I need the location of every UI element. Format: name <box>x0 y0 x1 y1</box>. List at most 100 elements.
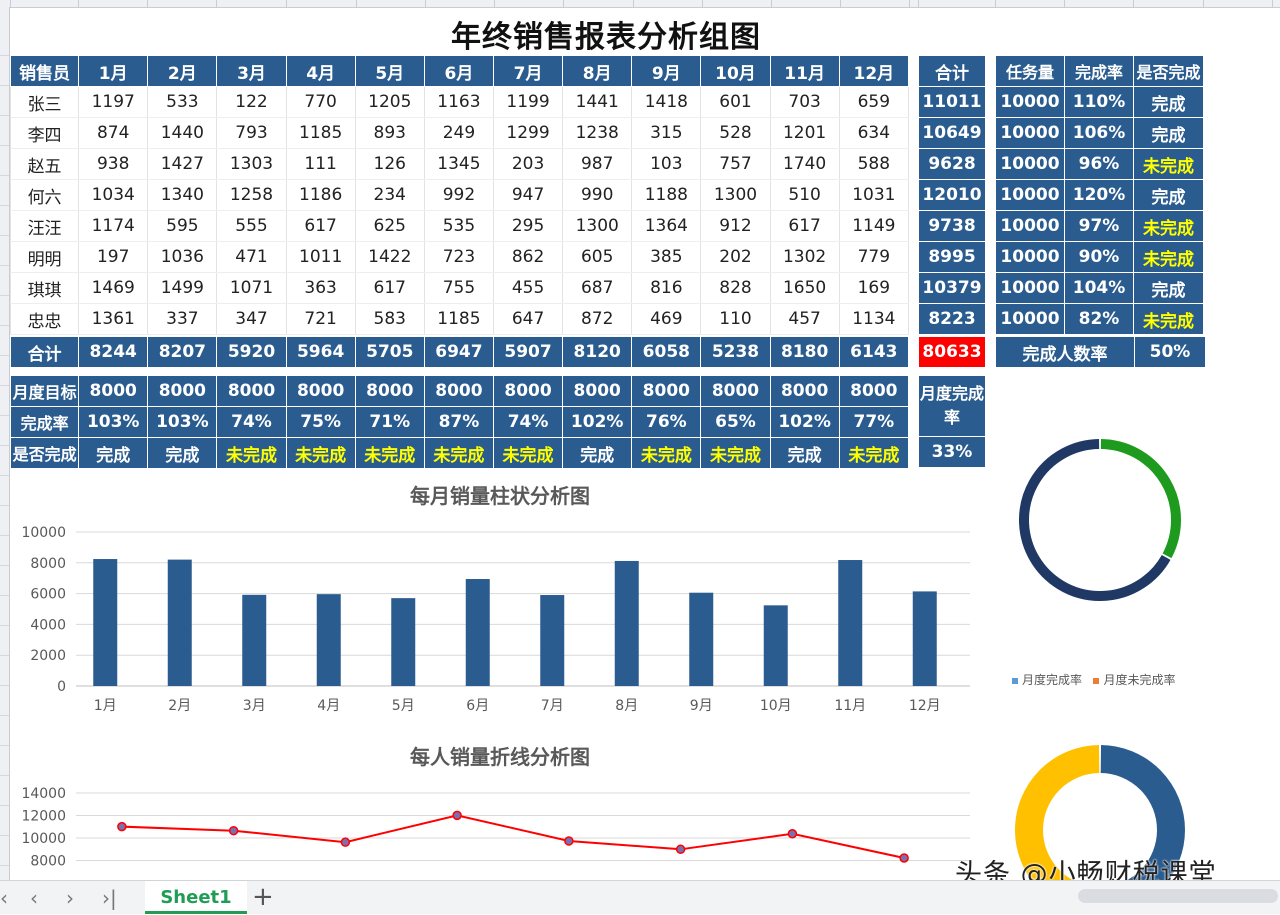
line-series[interactable] <box>121 814 905 859</box>
monthly-status-cell[interactable]: 完成 <box>562 437 633 469</box>
sales-value-cell[interactable]: 1036 <box>147 241 218 273</box>
sales-value-cell[interactable]: 1300 <box>700 179 771 211</box>
column-header-cell[interactable]: 1月 <box>78 55 149 87</box>
monthly-total-cell[interactable]: 6143 <box>838 336 910 368</box>
monthly-status-cell[interactable]: 未完成 <box>216 437 287 469</box>
sales-value-cell[interactable]: 755 <box>423 272 494 304</box>
monthly-total-cell[interactable]: 8180 <box>769 336 840 368</box>
bar-mark[interactable] <box>167 559 192 686</box>
task-amount-cell[interactable]: 10000 <box>995 86 1065 118</box>
sales-value-cell[interactable]: 938 <box>78 148 149 180</box>
salesperson-name-cell[interactable]: 汪汪 <box>9 210 80 242</box>
sales-value-cell[interactable]: 617 <box>769 210 840 242</box>
bar-mark[interactable] <box>912 591 937 686</box>
task-amount-cell[interactable]: 10000 <box>995 241 1065 273</box>
sales-value-cell[interactable]: 315 <box>631 117 702 149</box>
monthly-rate-cell[interactable]: 74% <box>216 406 287 438</box>
task-status-cell[interactable]: 未完成 <box>1133 241 1204 273</box>
sales-value-cell[interactable]: 1199 <box>492 86 564 118</box>
sales-value-cell[interactable]: 1469 <box>78 272 149 304</box>
column-header-cell[interactable]: 销售员 <box>9 55 80 87</box>
sales-value-cell[interactable]: 1201 <box>769 117 840 149</box>
sales-value-cell[interactable]: 893 <box>354 117 425 149</box>
sales-value-cell[interactable]: 202 <box>700 241 771 273</box>
sales-value-cell[interactable]: 1011 <box>285 241 356 273</box>
sales-value-cell[interactable]: 535 <box>423 210 494 242</box>
column-header-cell[interactable]: 6月 <box>423 55 494 87</box>
sales-value-cell[interactable]: 469 <box>631 303 702 335</box>
sales-value-cell[interactable]: 1361 <box>78 303 149 335</box>
sales-value-cell[interactable]: 126 <box>354 148 425 180</box>
sales-value-cell[interactable]: 528 <box>700 117 771 149</box>
sales-value-cell[interactable]: 103 <box>631 148 702 180</box>
column-header-cell[interactable]: 12月 <box>838 55 910 87</box>
sales-value-cell[interactable]: 1300 <box>562 210 633 242</box>
monthly-completion-donut-chart[interactable] <box>1010 430 1190 610</box>
sales-value-cell[interactable]: 687 <box>562 272 633 304</box>
salesperson-name-cell[interactable]: 何六 <box>9 179 80 211</box>
task-rate-cell[interactable]: 120% <box>1064 179 1134 211</box>
total-row-label[interactable]: 合计 <box>9 336 80 368</box>
salesperson-name-cell[interactable]: 忠忠 <box>9 303 80 335</box>
monthly-target-cell[interactable]: 8000 <box>285 375 356 407</box>
monthly-rate-cell[interactable]: 77% <box>838 406 910 438</box>
monthly-rate-cell[interactable]: 102% <box>769 406 840 438</box>
sales-value-cell[interactable]: 617 <box>354 272 425 304</box>
monthly-status-cell[interactable]: 未完成 <box>700 437 771 469</box>
sales-value-cell[interactable]: 1238 <box>562 117 633 149</box>
done-row-label[interactable]: 是否完成 <box>9 437 80 469</box>
sales-value-cell[interactable]: 723 <box>423 241 494 273</box>
monthly-status-cell[interactable]: 未完成 <box>354 437 425 469</box>
bar-mark[interactable] <box>242 594 267 686</box>
sales-value-cell[interactable]: 828 <box>700 272 771 304</box>
sales-value-cell[interactable]: 1299 <box>492 117 564 149</box>
task-amount-cell[interactable]: 10000 <box>995 179 1065 211</box>
bar-mark[interactable] <box>689 592 714 686</box>
sales-value-cell[interactable]: 510 <box>769 179 840 211</box>
task-rate-cell[interactable]: 90% <box>1064 241 1134 273</box>
task-amount-cell[interactable]: 10000 <box>995 117 1065 149</box>
task-amount-cell[interactable]: 10000 <box>995 210 1065 242</box>
sales-value-cell[interactable]: 1031 <box>838 179 910 211</box>
sales-value-cell[interactable]: 110 <box>700 303 771 335</box>
monthly-target-cell[interactable]: 8000 <box>78 375 149 407</box>
task-status-cell[interactable]: 完成 <box>1133 86 1204 118</box>
monthly-rate-cell[interactable]: 76% <box>631 406 702 438</box>
sales-value-cell[interactable]: 1134 <box>838 303 910 335</box>
monthly-status-cell[interactable]: 未完成 <box>631 437 702 469</box>
person-total-cell[interactable]: 8995 <box>918 241 986 273</box>
sales-value-cell[interactable]: 471 <box>216 241 287 273</box>
monthly-target-cell[interactable]: 8000 <box>562 375 633 407</box>
per-person-line-chart[interactable]: 8000 10000 12000 14000 <box>10 778 975 880</box>
monthly-rate-cell[interactable]: 102% <box>562 406 633 438</box>
sales-value-cell[interactable]: 987 <box>562 148 633 180</box>
column-header-cell[interactable]: 11月 <box>769 55 840 87</box>
column-header-cell[interactable]: 9月 <box>631 55 702 87</box>
sales-value-cell[interactable]: 249 <box>423 117 494 149</box>
row-header-bar[interactable] <box>0 7 10 880</box>
task-amount-cell[interactable]: 10000 <box>995 303 1065 335</box>
sales-value-cell[interactable]: 122 <box>216 86 287 118</box>
task-rate-cell[interactable]: 97% <box>1064 210 1134 242</box>
sales-value-cell[interactable]: 990 <box>562 179 633 211</box>
sales-value-cell[interactable]: 703 <box>769 86 840 118</box>
column-header-cell[interactable]: 8月 <box>562 55 633 87</box>
totals-header-cell[interactable]: 合计 <box>918 55 986 87</box>
sales-value-cell[interactable]: 555 <box>216 210 287 242</box>
sales-value-cell[interactable]: 793 <box>216 117 287 149</box>
sales-value-cell[interactable]: 455 <box>492 272 564 304</box>
sales-value-cell[interactable]: 1258 <box>216 179 287 211</box>
add-sheet-icon[interactable]: + <box>252 882 274 912</box>
column-header-cell[interactable]: 10月 <box>700 55 771 87</box>
sales-value-cell[interactable]: 721 <box>285 303 356 335</box>
monthly-status-cell[interactable]: 完成 <box>769 437 840 469</box>
sales-value-cell[interactable]: 992 <box>423 179 494 211</box>
column-header-cell[interactable]: 5月 <box>354 55 425 87</box>
sales-value-cell[interactable]: 659 <box>838 86 910 118</box>
sales-value-cell[interactable]: 1034 <box>78 179 149 211</box>
monthly-target-cell[interactable]: 8000 <box>631 375 702 407</box>
sales-value-cell[interactable]: 1345 <box>423 148 494 180</box>
donut-slice-b[interactable] <box>1015 745 1100 880</box>
sales-value-cell[interactable]: 1163 <box>423 86 494 118</box>
donut-slice-complete[interactable] <box>1100 439 1181 559</box>
